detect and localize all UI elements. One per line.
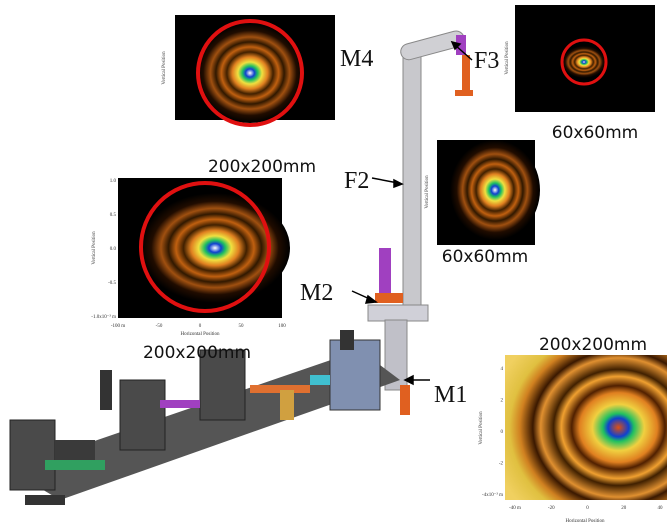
y-axis-label: Vertical Position <box>92 231 97 265</box>
x-tick-label: -50 <box>156 324 163 329</box>
label-f3: F3 <box>474 48 499 74</box>
y-axis-label: Vertical Position <box>162 51 167 85</box>
size-label: 200x200mm <box>143 343 251 363</box>
x-tick-label: 0 <box>199 324 202 329</box>
label-m1: M1 <box>434 382 467 408</box>
inset-d: Vertical Position 60x60mm <box>425 140 540 267</box>
size-label: 60x60mm <box>442 247 528 267</box>
y-tick-label: 4 <box>501 367 504 372</box>
x-tick-label: 50 <box>239 324 245 329</box>
x-axis-label: Horizontal Position <box>565 519 605 524</box>
y-tick-label: 0.0 <box>110 247 117 252</box>
x-tick-label: -100 m <box>111 324 125 329</box>
label-m4: M4 <box>340 46 373 72</box>
label-f2: F2 <box>344 168 369 194</box>
y-tick-label: -0.5 <box>108 281 116 286</box>
x-axis-label: Horizontal Position <box>180 332 220 337</box>
x-tick-label: 40 <box>658 506 664 511</box>
x-tick-label: 100 <box>278 324 286 329</box>
y-axis-label: Vertical Position <box>479 411 484 445</box>
inset-c: Vertical Position 60x60mm <box>505 5 655 143</box>
label-m2: M2 <box>300 280 333 306</box>
y-tick-label: 1.0 <box>110 179 117 184</box>
x-tick-label: -20 <box>548 506 555 511</box>
y-tick-label: 2 <box>501 399 504 404</box>
y-tick-label: 0.5 <box>110 213 117 218</box>
inset-e: Vertical Position Horizontal Position 20… <box>479 335 667 524</box>
x-tick-label: 20 <box>621 506 627 511</box>
inset-a: Vertical Position 200x200mm <box>162 15 335 177</box>
y-tick-label: 0 <box>501 430 504 435</box>
x-tick-label: -40 m <box>509 506 521 511</box>
y-axis-label: Vertical Position <box>425 175 430 209</box>
x-tick-label: 0 <box>586 506 589 511</box>
y-axis-label: Vertical Position <box>505 41 510 75</box>
y-tick-label: -2 <box>499 462 504 467</box>
y-tick-label: -1.0x10⁻³ m <box>91 314 116 320</box>
figure: Vertical Position 200x200mm Vertical Pos… <box>0 0 667 529</box>
size-label: 200x200mm <box>208 157 316 177</box>
size-label: 200x200mm <box>539 335 647 355</box>
inset-b: Vertical Position Horizontal Position 20… <box>92 178 290 363</box>
size-label: 60x60mm <box>552 123 638 143</box>
y-tick-label: -4x10⁻³ m <box>482 492 503 498</box>
